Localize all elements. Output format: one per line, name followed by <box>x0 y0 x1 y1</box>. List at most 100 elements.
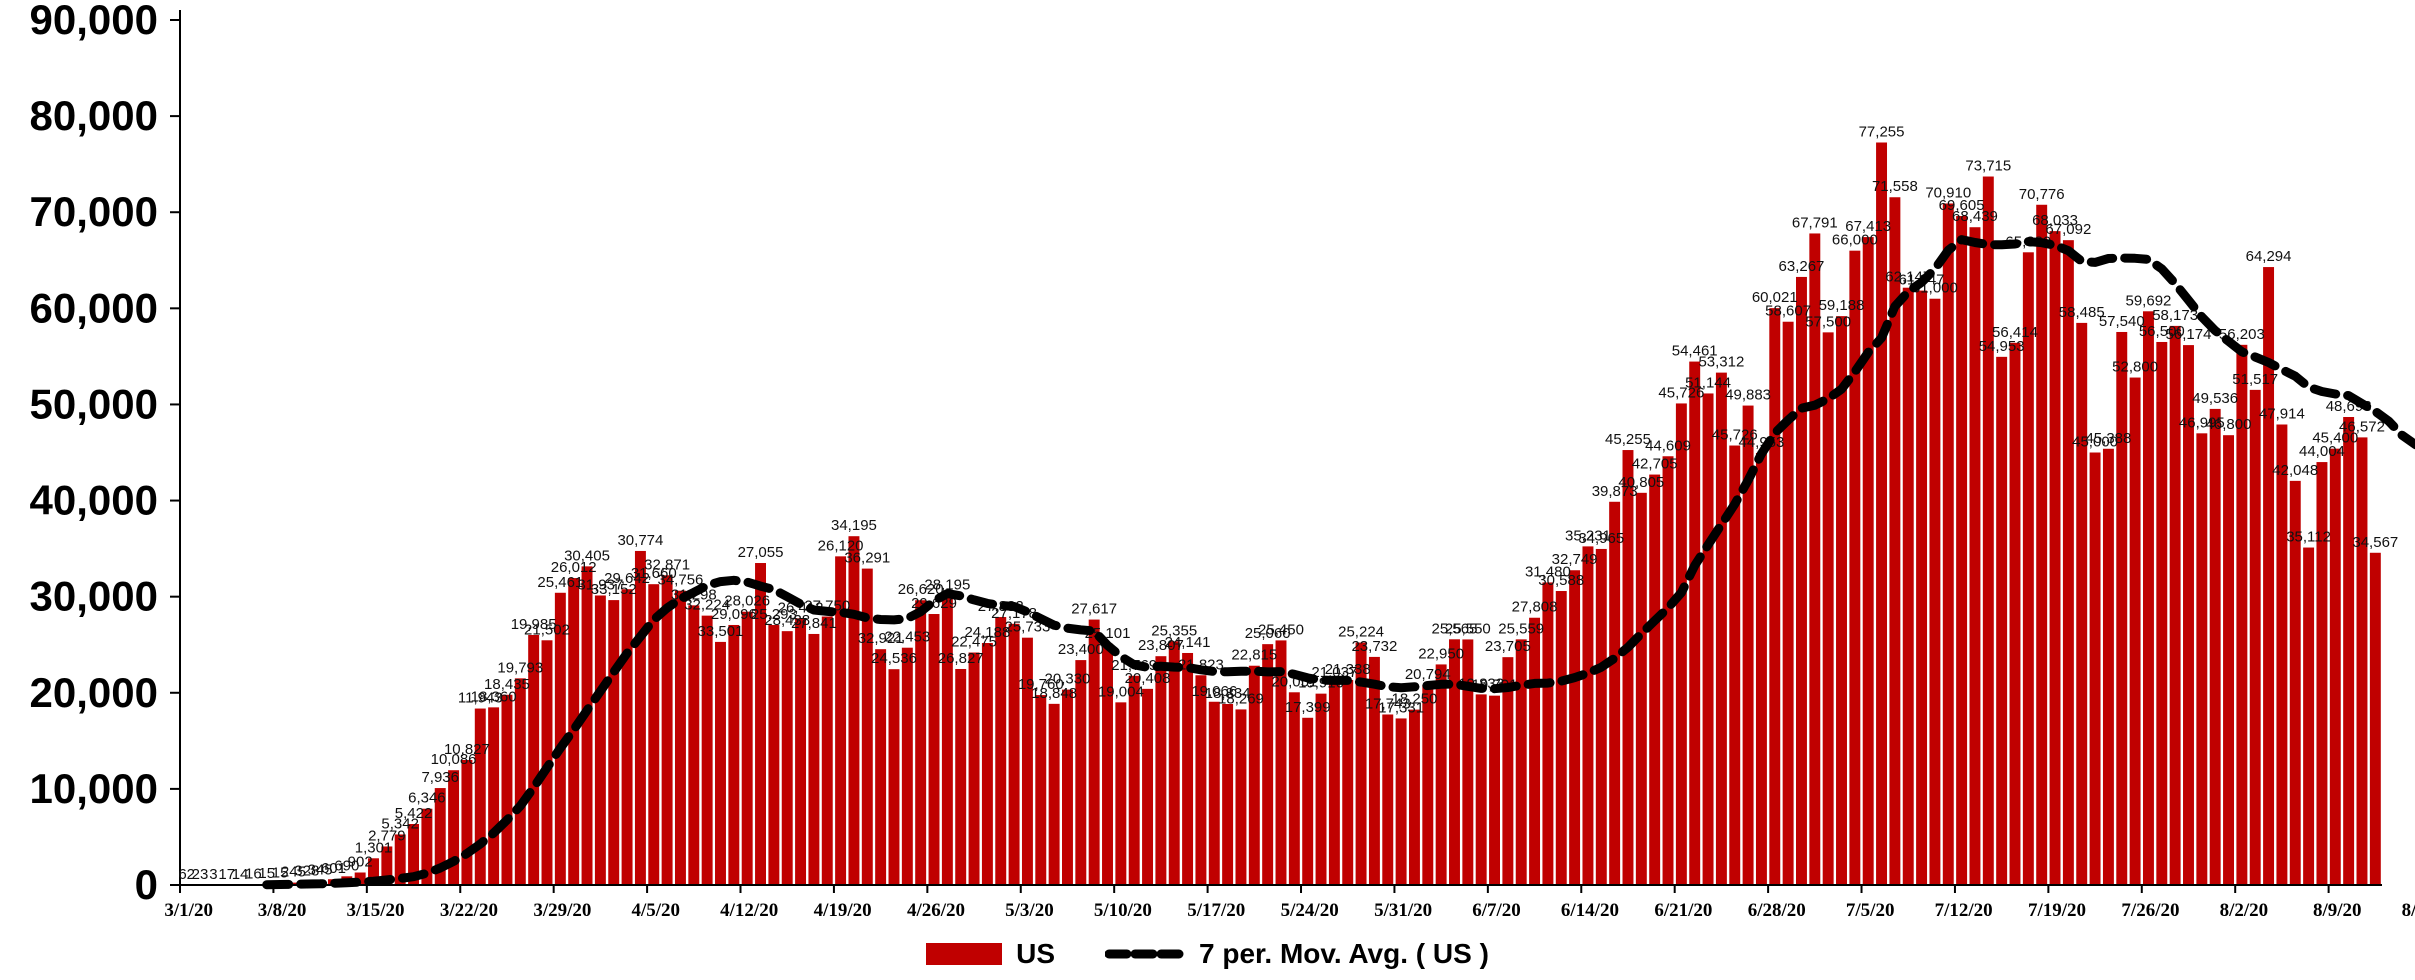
data-label: 26,620 <box>898 581 944 598</box>
data-label: 22,815 <box>1231 647 1277 664</box>
bar <box>354 872 366 885</box>
bar <box>2329 448 2341 885</box>
y-tick-label: 90,000 <box>30 0 158 43</box>
bar <box>1315 693 1327 885</box>
data-label: 60,021 <box>1752 289 1798 306</box>
data-label: 49,536 <box>2192 390 2238 407</box>
bar <box>1635 492 1647 885</box>
data-label: 26,120 <box>818 537 864 554</box>
bar <box>661 575 673 885</box>
data-label: 39,873 <box>1592 483 1638 500</box>
data-label: 47,914 <box>2259 405 2305 422</box>
data-label: 45,000 <box>2072 434 2118 451</box>
data-label: 345 <box>308 862 333 879</box>
data-label: 690 <box>334 857 359 874</box>
data-label: 11,943 <box>458 690 503 707</box>
data-label: 20,330 <box>1045 671 1091 688</box>
data-label: 70,776 <box>2019 186 2065 203</box>
data-label: 6,346 <box>408 790 446 807</box>
bar <box>1368 656 1380 885</box>
bar <box>848 536 860 885</box>
bar <box>955 668 967 885</box>
bar <box>1742 405 1754 885</box>
bar <box>634 550 646 885</box>
bar <box>888 669 900 885</box>
bar <box>554 592 566 885</box>
chart: 0 10,000 20,000 30,000 40,000 50,000 60,000 70,… <box>30 0 2415 921</box>
bar <box>1675 403 1687 885</box>
bar <box>2343 417 2355 885</box>
bar <box>701 615 713 885</box>
data-label: 19,004 <box>1098 683 1144 700</box>
data-label: 23 <box>192 866 209 883</box>
data-label: 45,726 <box>1658 384 1704 401</box>
data-label: 67,791 <box>1792 214 1838 231</box>
bar <box>1622 450 1634 885</box>
data-label: 22,950 <box>1418 645 1464 662</box>
data-label: 63,267 <box>1779 258 1825 275</box>
bar <box>1102 643 1113 885</box>
bar <box>2036 204 2048 885</box>
bar <box>2289 480 2301 885</box>
bar <box>941 595 953 885</box>
bar <box>1582 546 1594 885</box>
data-label: 34,965 <box>1578 530 1624 547</box>
x-axis: 3/1/20 3/8/20 3/15/20 3/22/20 3/29/20 4/5/20 4… <box>164 884 2415 921</box>
x-tick-label: 7/19/20 <box>2028 900 2086 921</box>
bar <box>2142 311 2154 885</box>
data-label: 29,642 <box>604 570 650 587</box>
bar <box>381 846 393 885</box>
y-tick-label: 40,000 <box>30 477 158 524</box>
data-label: 58,607 <box>1765 303 1811 320</box>
x-tick-label: 7/5/20 <box>1846 900 1895 921</box>
bar <box>981 643 993 885</box>
x-tick-label: 3/29/20 <box>533 900 591 921</box>
data-label: 25,060 <box>1245 625 1291 642</box>
legend-label-moving-average: 7 per. Mov. Avg. ( US ) <box>1199 938 1489 969</box>
bar <box>287 882 299 885</box>
bar <box>674 590 686 885</box>
data-label: 17,331 <box>1378 699 1424 716</box>
y-tick-label: 50,000 <box>30 380 158 427</box>
bar <box>1809 233 1821 885</box>
bar <box>1128 675 1140 885</box>
bar <box>461 760 473 885</box>
data-label: 53,312 <box>1698 354 1744 371</box>
x-tick-label: 3/8/20 <box>258 900 307 921</box>
y-tick-label: 0 <box>135 861 158 908</box>
bar <box>1222 703 1234 885</box>
x-tick-label: 5/3/20 <box>1005 900 1054 921</box>
bar <box>2276 424 2288 885</box>
data-label: 34,756 <box>658 572 704 589</box>
bar <box>514 678 526 885</box>
bar <box>501 694 513 885</box>
bar <box>1382 714 1394 885</box>
bar <box>1008 623 1020 885</box>
bar <box>1502 657 1514 885</box>
bar <box>408 824 420 885</box>
y-tick-label: 10,000 <box>30 765 158 812</box>
bar <box>1942 203 1954 886</box>
data-label: 5,342 <box>381 815 419 832</box>
data-label: 7,936 <box>421 769 459 786</box>
bar <box>2356 437 2368 885</box>
data-label: 23,400 <box>1058 641 1104 658</box>
bar <box>1182 652 1194 885</box>
bar <box>1796 276 1807 885</box>
bar <box>648 584 660 885</box>
y-tick-label: 70,000 <box>30 188 158 235</box>
bar <box>594 595 606 885</box>
bar <box>755 563 766 885</box>
bar <box>581 566 593 885</box>
bar <box>1529 617 1541 885</box>
data-label: 5,422 <box>395 805 433 822</box>
data-label: 23,807 <box>1138 637 1184 654</box>
bar <box>1929 298 1941 885</box>
bar <box>2049 231 2061 886</box>
data-label: 25,355 <box>1151 622 1197 639</box>
bar <box>1595 548 1607 885</box>
legend-item-us: US <box>926 938 1055 970</box>
data-label: 27,841 <box>791 615 837 632</box>
data-label: 67,413 <box>1845 218 1891 235</box>
data-label: 68,033 <box>2032 212 2078 229</box>
